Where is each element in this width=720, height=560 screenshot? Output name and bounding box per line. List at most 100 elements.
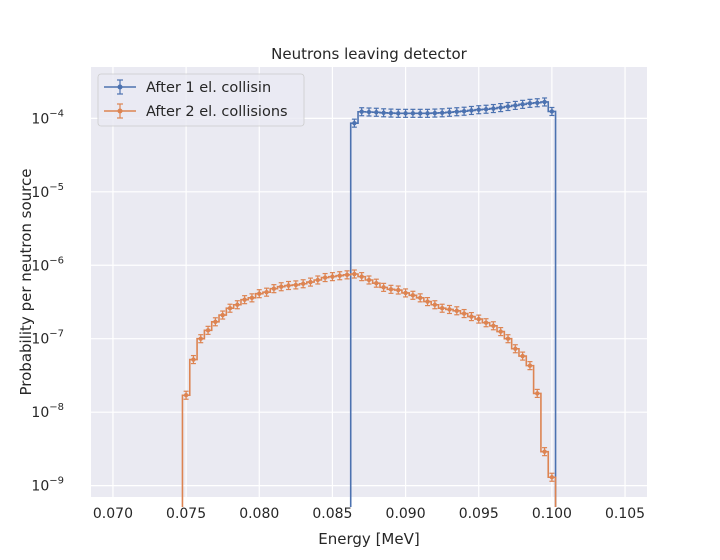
- data-point: [381, 108, 387, 118]
- grid: [91, 67, 647, 497]
- series-2: [181, 269, 557, 507]
- data-point: [512, 100, 518, 111]
- y-tick-label: 10−5: [31, 182, 64, 201]
- data-point: [388, 284, 394, 294]
- data-point: [505, 334, 511, 344]
- legend-item-series-2: [104, 103, 136, 119]
- x-tick-label: 0.095: [459, 506, 499, 522]
- data-point: [220, 310, 226, 320]
- data-point: [286, 280, 292, 291]
- legend-item-series-1: [104, 79, 136, 95]
- data-point: [234, 300, 240, 310]
- legend-label-series-2: After 2 el. collisions: [146, 104, 288, 120]
- data-point: [249, 293, 255, 303]
- data-point: [425, 297, 431, 307]
- x-tick-labels: 0.070 0.075 0.080 0.085 0.090 0.095 0.100 0.105: [93, 506, 645, 522]
- data-point: [446, 304, 452, 315]
- data-point: [527, 98, 533, 108]
- data-point: [483, 318, 489, 328]
- data-point: [359, 272, 365, 282]
- data-point: [366, 107, 372, 117]
- data-point: [256, 289, 262, 299]
- data-point: [322, 272, 328, 283]
- x-tick-label: 0.085: [312, 506, 352, 522]
- data-point: [388, 108, 394, 118]
- data-point: [542, 97, 548, 107]
- data-point: [381, 282, 387, 292]
- y-tick-label: 10−8: [31, 402, 64, 421]
- data-point: [300, 279, 306, 289]
- data-point: [542, 447, 548, 457]
- legend: After 1 el. collisin After 2 el. collisi…: [97, 73, 305, 127]
- y-tick-label: 10−9: [31, 476, 64, 495]
- data-point: [446, 107, 452, 117]
- data-point: [307, 277, 313, 287]
- data-point: [534, 388, 540, 399]
- legend-label-series-1: After 1 el. collisin: [146, 80, 271, 96]
- data-point: [395, 285, 401, 295]
- data-point: [461, 308, 467, 319]
- data-point: [344, 270, 350, 280]
- data-point: [527, 361, 533, 371]
- data-point: [425, 108, 431, 118]
- y-tick-label: 10−6: [31, 255, 64, 274]
- data-point: [359, 107, 365, 117]
- data-point: [278, 282, 284, 292]
- data-point: [476, 105, 482, 115]
- series-layer: [181, 97, 557, 507]
- data-point: [337, 271, 343, 281]
- data-point: [439, 303, 445, 313]
- data-point: [329, 272, 335, 282]
- data-point: [183, 390, 189, 400]
- x-tick-label: 0.075: [166, 506, 206, 522]
- data-point: [454, 306, 460, 316]
- data-point: [432, 108, 438, 118]
- data-point: [461, 106, 467, 116]
- data-point: [271, 284, 277, 294]
- y-tick-label: 10−4: [31, 108, 64, 127]
- data-point: [315, 275, 321, 285]
- data-point: [410, 290, 416, 300]
- series-1: [349, 97, 557, 507]
- data-point: [490, 321, 496, 331]
- data-point: [439, 108, 445, 118]
- data-point: [373, 278, 379, 288]
- data-point: [498, 103, 504, 113]
- data-point: [403, 108, 409, 118]
- data-point: [512, 344, 518, 354]
- y-axis-title: Probability per neutron source: [17, 169, 35, 396]
- data-point: [403, 288, 409, 298]
- data-point: [490, 103, 496, 114]
- data-point: [205, 325, 211, 335]
- data-point: [505, 101, 511, 112]
- data-point: [549, 106, 555, 117]
- x-tick-label: 0.105: [605, 506, 645, 522]
- data-point: [293, 280, 299, 290]
- data-point: [373, 107, 379, 117]
- data-point: [454, 107, 460, 117]
- data-point: [468, 311, 474, 322]
- data-point: [351, 269, 357, 279]
- data-point: [212, 317, 218, 327]
- x-axis-title: Energy [MeV]: [318, 530, 419, 548]
- data-point: [520, 351, 526, 361]
- data-point: [498, 326, 504, 337]
- data-point: [264, 287, 270, 297]
- data-point: [395, 108, 401, 118]
- data-point: [520, 99, 526, 109]
- x-tick-label: 0.090: [386, 506, 426, 522]
- y-tick-labels: 10−9 10−8 10−7 10−6 10−5 10−4: [31, 108, 64, 494]
- data-point: [432, 300, 438, 310]
- x-tick-label: 0.070: [93, 506, 133, 522]
- x-tick-label: 0.080: [239, 506, 279, 522]
- data-point: [366, 275, 372, 285]
- legend-box: [97, 73, 305, 127]
- chart-title: Neutrons leaving detector: [271, 45, 468, 63]
- data-point: [468, 105, 474, 116]
- data-point: [549, 472, 555, 482]
- data-point: [476, 314, 482, 324]
- data-point: [190, 354, 196, 365]
- data-point: [534, 98, 540, 108]
- data-point: [483, 104, 489, 114]
